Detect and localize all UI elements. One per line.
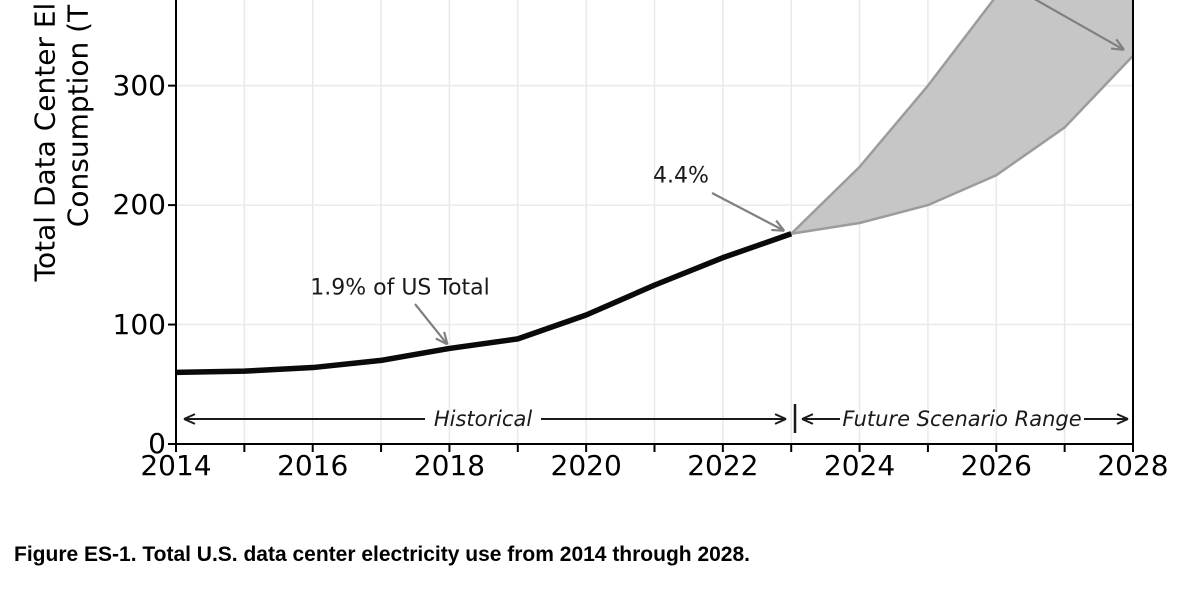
annotation-arrows [414, 0, 1125, 346]
x-tick-label-2014: 2014 [140, 449, 212, 482]
annotation-1-9-percent-label: 1.9% of US Total [310, 275, 490, 301]
y-axis-label-line1: Total Data Center El [28, 2, 62, 282]
x-tick-label-2026: 2026 [960, 449, 1032, 482]
y-tick-label-200: 200 [112, 188, 166, 222]
range-label-future-scenario-range: Future Scenario Range [842, 407, 1082, 431]
range-label-historical: Historical [433, 407, 533, 431]
x-tick-label-2018: 2018 [413, 449, 486, 482]
x-tick-label-2016: 2016 [277, 449, 349, 482]
x-tick-label-2022: 2022 [687, 449, 759, 482]
x-tick-label-2028: 2028 [1097, 449, 1169, 482]
x-tick-label-2024: 2024 [823, 449, 896, 482]
figure-caption: Figure ES-1. Total U.S. data center elec… [14, 543, 751, 566]
historical-line [176, 231, 793, 376]
x-tick-label-2020: 2020 [550, 449, 622, 482]
y-tick-label-100: 100 [112, 307, 166, 341]
annotation-4-4-percent-label: 4.4% [653, 163, 709, 189]
y-tick-label-300: 300 [112, 68, 166, 102]
y-tick-label-0: 0 [148, 427, 166, 460]
axes [168, 0, 1134, 452]
range-annotation-arrows [183, 404, 1129, 433]
future-scenario-band [789, 0, 1133, 236]
